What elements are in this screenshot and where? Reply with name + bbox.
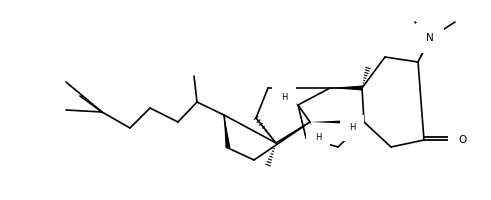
Text: H: H [315,134,321,142]
Text: H: H [349,123,355,132]
Text: N: N [426,33,434,43]
Polygon shape [330,86,362,90]
Polygon shape [310,119,364,124]
Polygon shape [224,115,230,148]
Polygon shape [418,37,432,62]
Text: H: H [281,92,287,102]
Text: O: O [458,135,466,145]
